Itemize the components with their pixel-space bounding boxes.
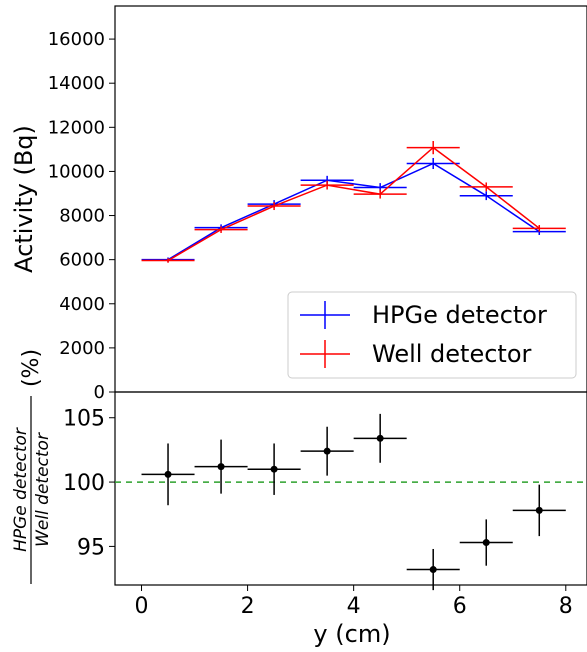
top-y-tick-label: 14000 (48, 73, 105, 94)
data-point-well (512, 225, 566, 232)
top-y-tick-label: 10000 (48, 161, 105, 182)
ratio-series-layer (141, 413, 566, 591)
ratio-marker (376, 434, 384, 442)
top-y-axis-label: Activity (Bq) (10, 125, 38, 273)
top-y-tick-label: 16000 (48, 29, 105, 50)
x-tick-label: 0 (135, 594, 149, 619)
ratio-point (512, 484, 566, 537)
ratio-marker (164, 470, 172, 478)
legend-marker-hpge (300, 301, 350, 329)
data-point-well (141, 258, 195, 263)
series-line-hpge (167, 162, 540, 261)
data-point-well (353, 189, 407, 199)
legend-label-hpge: HPGe detector (372, 301, 547, 329)
data-point-well (459, 182, 513, 192)
data-point-hpge (459, 191, 513, 201)
ratio-label-unit: (%) (19, 349, 44, 387)
ratio-point (194, 439, 248, 494)
top-y-tick-label: 12000 (48, 117, 105, 138)
bottom-axis-ticks: 95 100 105 0 2 4 6 8 (63, 407, 573, 619)
top-y-tick-label: 4000 (59, 294, 105, 315)
top-y-ticks: 0 2000 4000 6000 8000 10000 12000 14000 16000 (48, 29, 115, 403)
x-axis-label: y (cm) (313, 620, 390, 648)
legend-marker-well (300, 340, 350, 368)
ratio-marker (323, 447, 331, 455)
legend-box (287, 291, 577, 379)
bottom-y-axis-label: HPGe detector Well detector (%) (11, 349, 53, 584)
bottom-panel: 95 100 105 0 2 4 6 8 HPGe detector Well detecto… (11, 349, 587, 648)
ratio-marker (535, 506, 543, 514)
series-line-well (167, 146, 540, 262)
top-series-layer (141, 140, 566, 263)
data-point-well (406, 140, 460, 155)
ratio-label-denominator: Well detector (33, 432, 53, 547)
x-tick-label: 4 (347, 594, 361, 619)
ratio-marker (217, 463, 225, 471)
top-panel: 0 2000 4000 6000 8000 10000 12000 14000 16000 Ac… (10, 5, 587, 403)
ratio-label-numerator: HPGe detector (11, 427, 31, 552)
ratio-point (300, 426, 354, 476)
legend-label-well: Well detector (372, 340, 532, 368)
bottom-y-tick-label: 105 (63, 407, 105, 432)
top-y-tick-label: 2000 (59, 338, 105, 359)
data-point-well (247, 202, 301, 211)
bottom-y-tick-label: 95 (77, 535, 105, 560)
data-point-well (194, 226, 248, 233)
legend: HPGe detector Well detector (287, 291, 577, 379)
ratio-point (247, 443, 301, 495)
ratio-marker (482, 539, 490, 547)
top-y-tick-label: 6000 (59, 250, 105, 271)
x-tick-label: 2 (241, 594, 255, 619)
top-y-tick-label: 8000 (59, 206, 105, 227)
ratio-point (459, 519, 513, 566)
ratio-marker (270, 465, 278, 473)
ratio-point (141, 443, 195, 506)
x-tick-label: 6 (453, 594, 467, 619)
ratio-marker (429, 566, 437, 574)
top-y-tick-label: 0 (94, 382, 105, 403)
bottom-plot-frame (114, 391, 587, 586)
ratio-point (406, 548, 460, 591)
data-point-well (300, 180, 354, 190)
ratio-point (353, 413, 407, 463)
bottom-y-tick-label: 100 (63, 471, 105, 496)
x-tick-label: 8 (559, 594, 573, 619)
